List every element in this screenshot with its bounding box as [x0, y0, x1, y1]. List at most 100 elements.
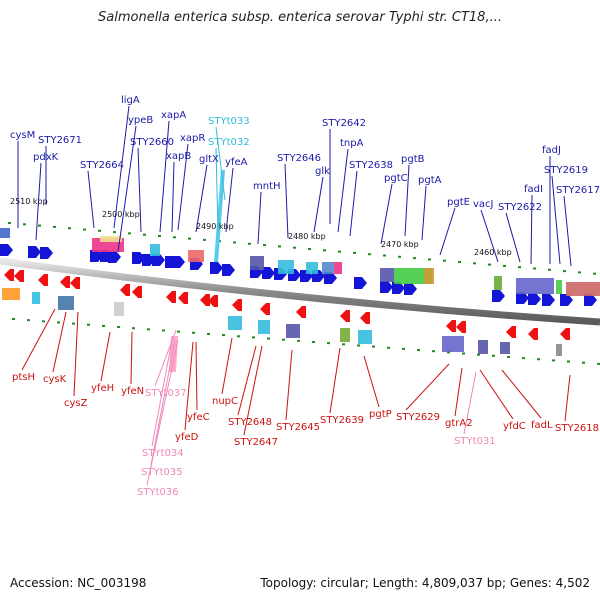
gene-label-xapr[interactable]: xapR: [180, 133, 205, 144]
gene-label-sty2617[interactable]: STY2617: [556, 185, 600, 196]
gene-label-pgtc[interactable]: pgtC: [384, 173, 408, 184]
gene-label-sty2629[interactable]: STY2629: [396, 412, 440, 423]
kbp-marker-2510-kbp: 2510 kbp: [10, 197, 48, 206]
leader-line-xapb: [171, 161, 175, 233]
leader-line-styt032: [215, 147, 219, 233]
leader-line-sty2664: [87, 170, 95, 229]
gene-label-pgta[interactable]: pgtA: [418, 175, 442, 186]
leader-line-pgta: [421, 185, 427, 241]
leader-line-yfdc: [479, 369, 514, 420]
gene-label-yfeh[interactable]: yfeH: [91, 383, 114, 394]
leader-line-yfec: [195, 341, 198, 411]
gene-label-styt035[interactable]: STYt035: [141, 467, 183, 478]
leader-line-sty2648: [237, 345, 257, 416]
gene-label-styt033[interactable]: STYt033: [208, 116, 250, 127]
gene-label-cysk[interactable]: cysK: [43, 374, 67, 385]
gene-label-sty2622[interactable]: STY2622: [498, 202, 542, 213]
leader-line-sty2622: [505, 212, 521, 263]
gene-label-sty2671[interactable]: STY2671: [38, 135, 82, 146]
kbp-ruler: 2510 kbp 2500 kbp 2490 kbp 2480 kbp 2470 kbp…: [10, 197, 512, 257]
leader-line-cysk: [52, 311, 67, 373]
gene-label-sty2645[interactable]: STY2645: [276, 422, 320, 433]
leader-line-yfea: [225, 167, 234, 233]
gene-label-pdxk[interactable]: pdxK: [33, 152, 59, 163]
leader-line-liga: [113, 105, 130, 229]
leader-line-styt034: [151, 339, 173, 447]
kbp-marker-2470-kbp: 2470 kbp: [381, 240, 419, 249]
leader-line-styt037: [154, 329, 177, 387]
leader-line-pgte: [439, 207, 456, 256]
leader-line-ptsh: [21, 308, 56, 371]
gene-label-ypeb[interactable]: ypeB: [128, 115, 153, 126]
leader-line-sty2618: [564, 374, 571, 422]
gene-label-cysm[interactable]: cysM: [10, 130, 35, 141]
leader-line-yfeh: [100, 331, 111, 382]
gene-label-xapb[interactable]: xapB: [166, 151, 191, 162]
leader-line-styt035: [150, 339, 176, 466]
gene-label-styt037[interactable]: STYt037: [145, 388, 187, 399]
bottom-leader-lines: [21, 308, 571, 486]
leader-line-styt031: [463, 371, 477, 435]
gene-label-fadl[interactable]: fadL: [531, 420, 553, 431]
gene-label-sty2619[interactable]: STY2619: [544, 165, 588, 176]
leader-line-pgtc: [380, 183, 393, 245]
top-gene-labels: cysM STY2671 pdxK STY2664 ligA ypeB STY2660 xap…: [10, 95, 600, 213]
genome-backbone: [0, 257, 600, 326]
gene-label-yfea[interactable]: yfeA: [225, 157, 248, 168]
leader-line-sty2660: [137, 147, 142, 233]
leader-line-pgtp: [363, 355, 380, 408]
gene-label-sty2646[interactable]: STY2646: [277, 153, 321, 164]
gene-label-styt036[interactable]: STYt036: [137, 487, 179, 498]
gene-label-yfed[interactable]: yfeD: [175, 432, 199, 443]
leader-line-gtra2: [454, 367, 463, 417]
gene-label-fadj[interactable]: fadJ: [542, 145, 561, 156]
gene-label-tnpa[interactable]: tnpA: [340, 138, 364, 149]
gene-label-styt034[interactable]: STYt034: [142, 448, 184, 459]
leader-line-tnpa: [337, 148, 349, 233]
gene-label-sty2638[interactable]: STY2638: [349, 160, 393, 171]
leader-line-xapr: [177, 143, 189, 231]
kbp-marker-2490-kbp: 2490 kbp: [196, 222, 234, 231]
gene-label-nupc[interactable]: nupC: [212, 396, 238, 407]
gene-label-fadi[interactable]: fadI: [524, 184, 543, 195]
gene-label-ptsh[interactable]: ptsH: [12, 372, 35, 383]
leader-line-fadi: [530, 194, 533, 265]
gene-label-styt032[interactable]: STYt032: [208, 137, 250, 148]
leader-line-xapa: [159, 120, 170, 233]
gene-label-sty2618[interactable]: STY2618: [555, 423, 599, 434]
top-leader-lines: [17, 105, 572, 267]
gene-label-pgtp[interactable]: pgtP: [369, 409, 392, 420]
leader-line-styt036: [146, 339, 179, 486]
gene-label-sty2639[interactable]: STY2639: [320, 415, 364, 426]
gene-label-pgte[interactable]: pgtE: [447, 197, 470, 208]
gene-label-pgtb[interactable]: pgtB: [401, 154, 425, 165]
kbp-marker-2500-kbp: 2500 kbp: [102, 210, 140, 219]
gene-label-sty2660[interactable]: STY2660: [130, 137, 174, 148]
gene-label-yfdc[interactable]: yfdC: [503, 421, 526, 432]
gene-label-gltx[interactable]: gltX: [199, 154, 219, 165]
leader-line-cysz: [73, 311, 79, 397]
gene-label-xapa[interactable]: xapA: [161, 110, 186, 121]
gene-features: [0, 170, 600, 372]
gene-label-sty2642[interactable]: STY2642: [322, 118, 366, 129]
leader-line-pgtb: [404, 164, 410, 237]
gene-label-liga[interactable]: ligA: [121, 95, 140, 106]
gene-label-sty2647[interactable]: STY2647: [234, 437, 278, 448]
gene-label-sty2648[interactable]: STY2648: [228, 417, 272, 428]
gene-label-sty2664[interactable]: STY2664: [80, 160, 124, 171]
gene-label-vacj[interactable]: vacJ: [473, 199, 494, 210]
leader-line-mnth: [257, 191, 262, 245]
leader-line-gltx: [195, 164, 208, 233]
leader-line-sty2638: [349, 170, 358, 237]
gene-label-yfec[interactable]: yfeC: [187, 412, 210, 423]
leader-line-yfed: [184, 341, 194, 431]
gene-label-mnth[interactable]: mntH: [253, 181, 281, 192]
gene-label-gtra2[interactable]: gtrA2: [445, 418, 473, 429]
leader-line-sty2639: [329, 347, 341, 414]
gene-label-cysz[interactable]: cysZ: [64, 398, 88, 409]
gene-label-styt031[interactable]: STYt031: [454, 436, 496, 447]
gene-label-yfen[interactable]: yfeN: [121, 386, 144, 397]
gene-label-glk[interactable]: glk: [315, 166, 330, 177]
